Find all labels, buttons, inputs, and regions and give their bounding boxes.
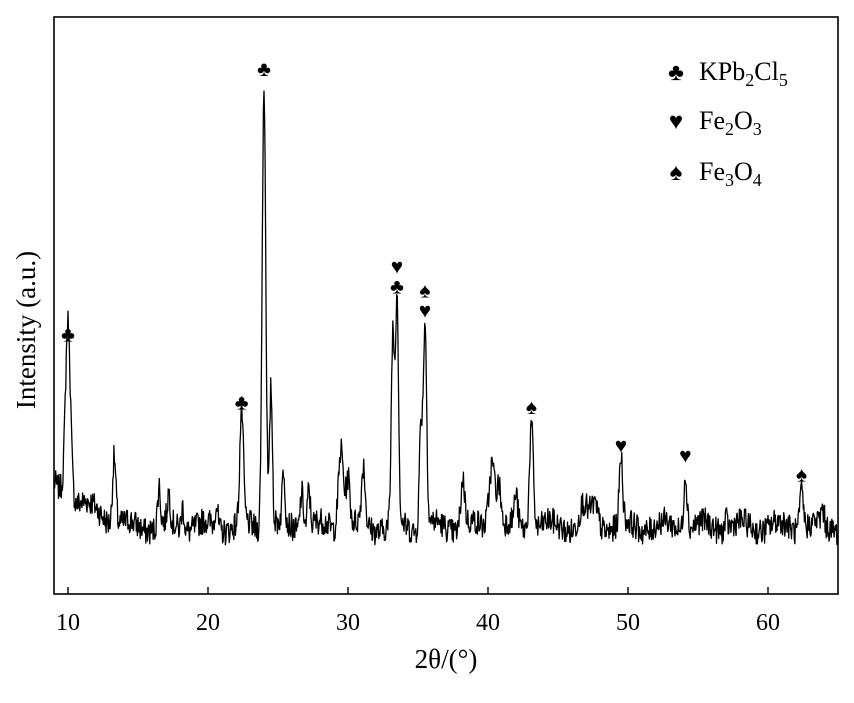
legend-label-kpb2cl5: KPb2Cl5 — [699, 57, 788, 90]
legend-item-kpb2cl5: ♣ KPb2Cl5 — [668, 57, 788, 90]
spade-peak-marker-icon: ♠ — [526, 395, 537, 419]
peak-markers: ♣♣♣♣♥♥♠♠♥ ♥♠ — [61, 57, 807, 487]
legend-label-kpb2cl5-base: KPb — [699, 57, 745, 86]
legend-item-fe3o4: ♠ Fe3O4 — [670, 157, 762, 190]
legend-label-fe3o4-mid: O — [734, 157, 753, 186]
legend-label-fe2o3: Fe2O3 — [699, 106, 762, 139]
legend-spade-marker-icon: ♠ — [670, 160, 683, 186]
x-tick-label-50: 50 — [616, 610, 640, 636]
x-tick-label-20: 20 — [196, 610, 220, 636]
y-axis-label: Intensity (a.u.) — [11, 251, 41, 409]
legend-heart-marker-icon: ♥ — [669, 109, 683, 135]
legend-label-kpb2cl5-mid: Cl — [754, 57, 779, 86]
spade-peak-marker-icon: ♠ — [419, 279, 430, 303]
x-tick-label-60: 60 — [756, 610, 780, 636]
x-tick-label-10: 10 — [56, 610, 80, 636]
club-peak-marker-icon: ♣ — [61, 323, 75, 347]
legend-label-fe2o3-sub2: 3 — [753, 119, 762, 139]
spade-peak-marker-icon: ♠ — [796, 463, 807, 487]
x-tick-label-30: 30 — [336, 610, 360, 636]
heart-peak-marker-icon: ♥ — [419, 299, 431, 323]
legend-label-fe3o4-sub2: 4 — [753, 170, 762, 190]
heart-peak-marker-icon: ♥ — [391, 254, 403, 278]
plot-frame — [53, 16, 839, 595]
x-axis-tick-labels: 10 20 30 40 50 60 — [56, 610, 780, 636]
diffraction-pattern-line — [53, 90, 839, 546]
legend-label-fe3o4: Fe3O4 — [699, 157, 762, 190]
legend-label-kpb2cl5-sub1: 2 — [745, 70, 754, 90]
legend-label-fe3o4-base: Fe — [699, 157, 725, 186]
legend-club-marker-icon: ♣ — [668, 60, 684, 86]
legend: ♣ KPb2Cl5 ♥ Fe2O3 ♠ Fe3O4 — [668, 57, 788, 190]
legend-item-fe2o3: ♥ Fe2O3 — [669, 106, 762, 139]
club-peak-marker-icon: ♣ — [235, 390, 249, 414]
x-tick-label-40: 40 — [476, 610, 500, 636]
heart-peak-marker-icon: ♥ — [615, 434, 627, 458]
legend-label-kpb2cl5-sub2: 5 — [779, 70, 788, 90]
club-peak-marker-icon: ♣ — [257, 57, 271, 81]
legend-label-fe2o3-mid: O — [734, 106, 753, 135]
club-peak-marker-icon: ♣ — [390, 274, 404, 298]
legend-label-fe2o3-sub1: 2 — [725, 119, 734, 139]
x-axis-ticks — [67, 587, 769, 594]
x-axis-label: 2θ/(°) — [415, 644, 478, 674]
legend-label-fe3o4-sub1: 3 — [725, 170, 734, 190]
heart-peak-marker-icon: ♥ — [679, 443, 691, 467]
legend-label-fe2o3-base: Fe — [699, 106, 725, 135]
